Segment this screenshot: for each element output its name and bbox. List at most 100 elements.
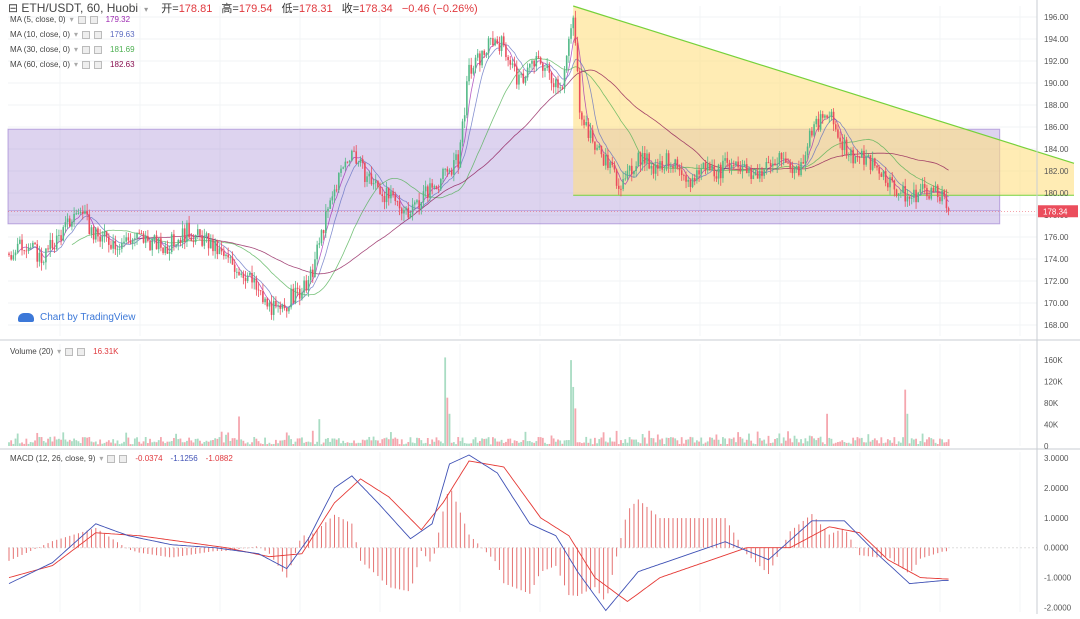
close-icon[interactable] bbox=[94, 45, 103, 54]
volume-bar bbox=[353, 440, 355, 446]
volume-bar bbox=[435, 437, 438, 446]
volume-bar bbox=[769, 443, 772, 446]
volume-bar bbox=[485, 438, 488, 446]
settings-icon[interactable] bbox=[107, 454, 116, 463]
candle-body bbox=[281, 304, 284, 309]
macd-legend[interactable]: MACD (12, 26, close, 9) ▾ -0.0374 -1.125… bbox=[10, 454, 233, 463]
candle-body bbox=[626, 170, 629, 179]
volume-bar bbox=[227, 432, 230, 446]
symbol-title[interactable]: ⊟ ETH/USDT, 60, Huobi bbox=[8, 1, 139, 15]
volume-bar bbox=[915, 438, 917, 446]
close-icon[interactable] bbox=[89, 15, 98, 24]
close-icon[interactable] bbox=[77, 347, 86, 356]
volume-bar bbox=[38, 437, 41, 446]
candle-body bbox=[433, 186, 436, 188]
candle-body bbox=[422, 191, 425, 203]
volume-bar bbox=[86, 437, 89, 446]
volume-bar bbox=[431, 439, 434, 446]
macd-histogram-bar bbox=[807, 517, 809, 548]
close-icon[interactable] bbox=[94, 30, 103, 39]
ma-60-legend[interactable]: MA (60, close, 0) ▾ 182.63 bbox=[10, 60, 135, 69]
ma-5-legend[interactable]: MA (5, close, 0) ▾ 179.32 bbox=[10, 15, 130, 24]
candle-body bbox=[229, 257, 232, 259]
candle-body bbox=[515, 66, 518, 85]
volume-legend[interactable]: Volume (20) ▾ 16.31K bbox=[10, 347, 119, 356]
macd-histogram-bar bbox=[320, 525, 322, 548]
chevron-down-icon[interactable]: ▾ bbox=[74, 30, 79, 39]
macd-histogram-bar bbox=[828, 534, 830, 548]
chevron-down-icon[interactable]: ▾ bbox=[74, 60, 79, 69]
macd-histogram-bar bbox=[663, 518, 665, 548]
ma-30-legend[interactable]: MA (30, close, 0) ▾ 181.69 bbox=[10, 45, 135, 54]
candle-body bbox=[555, 79, 557, 88]
candle-body bbox=[277, 305, 279, 306]
chevron-down-icon[interactable]: ▾ bbox=[69, 15, 74, 24]
candle-body bbox=[947, 208, 950, 212]
macd-histogram-bar bbox=[355, 542, 357, 548]
volume-bar bbox=[761, 440, 763, 446]
volume-bar bbox=[728, 438, 731, 446]
settings-icon[interactable] bbox=[82, 30, 91, 39]
volume-bar bbox=[209, 440, 212, 446]
volume-bar bbox=[29, 442, 32, 446]
volume-bar bbox=[400, 439, 403, 446]
macd-histogram-bar bbox=[494, 547, 496, 562]
macd-histogram-bar bbox=[581, 547, 583, 594]
close-icon[interactable] bbox=[94, 60, 103, 69]
ma-10-legend[interactable]: MA (10, close, 0) ▾ 179.63 bbox=[10, 30, 135, 39]
chevron-down-icon[interactable]: ▾ bbox=[57, 347, 62, 356]
chevron-down-icon[interactable]: ▾ bbox=[99, 454, 104, 463]
volume-bar bbox=[73, 438, 75, 446]
candle-body bbox=[290, 288, 292, 308]
candle-body bbox=[889, 177, 891, 188]
chevron-down-icon[interactable]: ▾ bbox=[144, 5, 149, 14]
candle-body bbox=[861, 150, 863, 158]
volume-bar bbox=[596, 443, 598, 446]
volume-bar bbox=[442, 443, 444, 446]
candlestick-series bbox=[8, 10, 1037, 321]
candle-body bbox=[561, 87, 564, 89]
candle-body bbox=[709, 163, 711, 171]
volume-bar bbox=[368, 436, 371, 446]
candle-body bbox=[622, 179, 624, 190]
volume-bar bbox=[674, 438, 677, 446]
macd-value: -0.0374 bbox=[135, 454, 163, 463]
volume-bar bbox=[492, 437, 494, 446]
volume-bar bbox=[730, 438, 733, 446]
volume-bar bbox=[739, 436, 742, 446]
macd-histogram-bar bbox=[537, 547, 539, 577]
macd-histogram-bar bbox=[624, 519, 626, 548]
macd-histogram-bar bbox=[590, 547, 592, 590]
volume-bar bbox=[826, 413, 828, 446]
candle-body bbox=[357, 162, 360, 164]
chevron-down-icon[interactable]: ▾ bbox=[74, 45, 79, 54]
volume-bar bbox=[923, 442, 926, 446]
settings-icon[interactable] bbox=[82, 45, 91, 54]
candle-body bbox=[301, 292, 303, 299]
tradingview-watermark[interactable]: Chart by TradingView bbox=[18, 312, 135, 323]
settings-icon[interactable] bbox=[77, 15, 86, 24]
macd-tick-label: 0.0000 bbox=[1044, 544, 1069, 553]
volume-bar bbox=[25, 438, 28, 446]
settings-icon[interactable] bbox=[65, 347, 74, 356]
macd-histogram-bar bbox=[143, 547, 145, 554]
candle-body bbox=[689, 179, 692, 187]
macd-histogram-bar bbox=[668, 518, 670, 548]
volume-bar bbox=[509, 438, 512, 446]
candle-body bbox=[778, 153, 781, 165]
volume-bar bbox=[498, 441, 501, 446]
candle-body bbox=[529, 63, 531, 68]
settings-icon[interactable] bbox=[82, 60, 91, 69]
volume-bar bbox=[841, 440, 844, 446]
close-icon[interactable] bbox=[119, 454, 128, 463]
candle-body bbox=[921, 184, 924, 190]
volume-bar bbox=[88, 437, 91, 446]
volume-bar bbox=[539, 437, 542, 446]
candle-body bbox=[246, 275, 249, 282]
volume-bar bbox=[548, 443, 551, 446]
candle-body bbox=[518, 74, 520, 85]
volume-bar bbox=[852, 437, 855, 446]
candle-body bbox=[834, 124, 837, 130]
candle-body bbox=[142, 233, 145, 243]
